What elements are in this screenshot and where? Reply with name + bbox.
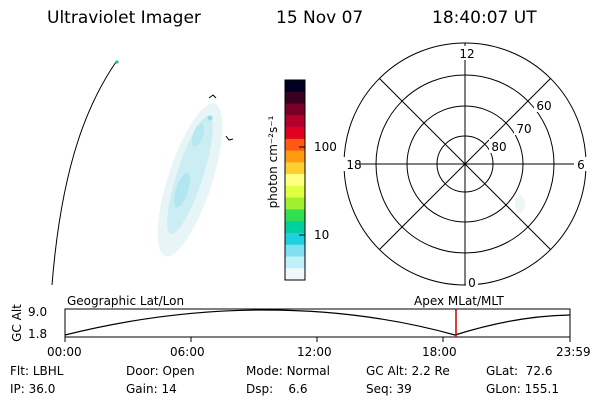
satellite-marker <box>115 60 119 64</box>
ip-field: IP: 36.0 <box>10 382 56 396</box>
colorbar-band <box>285 185 305 199</box>
seq-field: Seq: 39 <box>366 382 412 396</box>
orbit-xtick-label: 12:00 <box>297 345 332 359</box>
ip-value: 36.0 <box>28 382 56 396</box>
flt-value: LBHL <box>32 364 64 378</box>
mode-value: Normal <box>286 364 330 378</box>
colorbar-tick-label: 100 <box>314 140 337 154</box>
dsp-field: Dsp: 6.6 <box>246 382 308 396</box>
colorbar-band <box>285 268 305 281</box>
time-label: 18:40:07 UT <box>432 8 537 28</box>
colorbar-band <box>285 232 305 246</box>
ground-tick <box>225 135 234 141</box>
orbit-ylabel: GC Alt <box>10 304 24 342</box>
colorbar-band <box>285 127 305 140</box>
colorbar-band <box>285 103 305 116</box>
mlt-label-12: 12 <box>459 47 474 61</box>
glat-value: 72.6 <box>525 364 553 378</box>
mlt-label-6: 6 <box>577 158 585 172</box>
geographic-image-panel <box>51 60 234 286</box>
lat-label-60: 60 <box>536 99 551 113</box>
orbit-xtick-label: 23:59 <box>556 345 591 359</box>
altitude-curve <box>64 309 571 336</box>
flt-field: Flt: LBHL <box>10 364 64 378</box>
seq-value: 39 <box>396 382 412 396</box>
lat-label-80: 80 <box>491 140 506 154</box>
gcalt-value: 2.2 Re <box>411 364 450 378</box>
colorbar-frame <box>284 79 306 281</box>
glon-field: GLon: 155.1 <box>486 382 559 396</box>
colorbar-band <box>285 256 305 269</box>
orbit-ytick-label: 1.8 <box>28 327 48 341</box>
colorbar-band <box>285 174 305 187</box>
geographic-title: Geographic Lat/Lon <box>67 294 185 308</box>
gain-value: 14 <box>161 382 177 396</box>
colorbar-band <box>285 138 305 152</box>
ground-tick <box>208 94 217 99</box>
mlt-label-0: 0 <box>468 276 476 290</box>
mlt-label-18: 18 <box>346 158 361 172</box>
orbit-altitude-plot <box>64 308 571 342</box>
colorbar <box>284 79 306 281</box>
door-field: Door: Open <box>126 364 195 378</box>
glon-value: 155.1 <box>524 382 559 396</box>
colorbar-tick-label: 10 <box>314 228 330 242</box>
glat-field: GLat: 72.6 <box>486 364 553 378</box>
orbit-ytick-label: 9.0 <box>28 305 48 319</box>
colorbar-band <box>285 91 305 105</box>
mlt-line-diag <box>379 78 551 250</box>
colorbar-band <box>285 80 305 93</box>
instrument-title: Ultraviolet Imager <box>47 8 201 28</box>
colorbar-band <box>285 244 305 257</box>
lat-label-70: 70 <box>516 122 531 136</box>
apex-title: Apex MLat/MLT <box>414 294 504 308</box>
date-label: 15 Nov 07 <box>276 8 364 28</box>
colorbar-label: photon cm⁻²s⁻¹ <box>266 115 280 209</box>
aurora-patch <box>515 195 525 213</box>
aurora-oval <box>157 103 223 257</box>
colorbar-band <box>285 162 305 175</box>
door-value: Open <box>162 364 195 378</box>
polar-grid: 12 18 6 0 60 70 80 <box>338 42 588 290</box>
gain-field: Gain: 14 <box>126 382 177 396</box>
colorbar-band <box>285 150 305 163</box>
dsp-value: 6.6 <box>288 382 308 396</box>
colorbar-band <box>285 197 305 210</box>
limb-arc <box>51 61 117 286</box>
mode-field: Mode: Normal <box>246 364 330 378</box>
orbit-xtick-label: 00:00 <box>47 345 82 359</box>
colorbar-band <box>285 221 305 234</box>
gcalt-field: GC Alt: 2.2 Re <box>366 364 450 378</box>
orbit-plot-frame <box>64 308 571 338</box>
orbit-xtick-label: 18:00 <box>422 345 457 359</box>
colorbar-band <box>285 115 305 128</box>
orbit-xtick-label: 06:00 <box>170 345 205 359</box>
colorbar-band <box>285 209 305 222</box>
